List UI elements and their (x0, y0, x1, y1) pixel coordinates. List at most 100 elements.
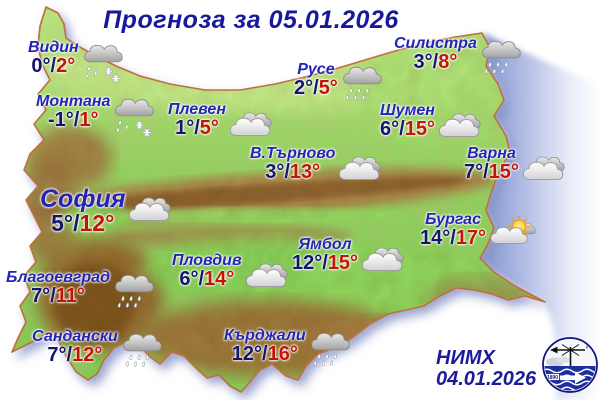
temp-separator: / (73, 210, 80, 236)
forecast-title: Прогноза за 05.01.2026 (103, 6, 399, 34)
wind-vane-icon (556, 344, 585, 366)
logo-flow-arrow (554, 372, 586, 384)
agency-name: НИМХ (436, 347, 495, 369)
high-temp: 5° (318, 77, 338, 99)
city-name: Кърджали (224, 327, 306, 344)
low-temp: 1° (175, 117, 195, 139)
temp-separator: / (483, 161, 489, 183)
cloud-rain-icon (479, 36, 525, 84)
city-name: Силистра (394, 35, 477, 52)
cloud-rain-icon (120, 329, 166, 377)
logo-founding-year: 1890 (547, 375, 558, 381)
city-temperatures: 0°/2° (31, 56, 75, 76)
cloud-icon (244, 260, 290, 293)
cloud-icon (127, 194, 173, 227)
high-temp: 1° (79, 109, 99, 131)
temp-separator: / (50, 285, 56, 307)
low-temp: 12° (231, 343, 263, 365)
city-name: София (40, 185, 126, 213)
city-temperatures: 3°/13° (265, 162, 320, 182)
high-temp: 8° (438, 51, 458, 73)
temp-separator: / (450, 227, 456, 249)
city-temperatures: 7°/11° (31, 286, 85, 306)
city-name: Пловдив (172, 252, 242, 269)
city-label: Русе 2°/5° (294, 62, 386, 110)
nimh-logo: 1890 N (542, 337, 598, 393)
city-temperatures: 1°/5° (175, 118, 219, 138)
city-name: Сандански (32, 328, 118, 345)
city-temperatures: 2°/5° (294, 78, 338, 98)
city-label: Видин 0°/2° (28, 40, 127, 88)
city-label: Бургас 14°/17° (420, 212, 538, 253)
high-temp: 13° (289, 161, 321, 183)
high-temp: 15° (404, 118, 435, 140)
city-label: Кърджали 12°/16° (224, 328, 354, 376)
high-temp: 15° (327, 252, 359, 274)
cloud-icon (437, 110, 483, 143)
low-temp: 7° (31, 285, 51, 307)
cloud-rain-icon (340, 62, 386, 110)
low-temp: 7° (47, 344, 67, 366)
city-temperatures: 7°/15° (464, 162, 519, 182)
temp-separator: / (50, 55, 57, 77)
low-temp: 0° (31, 55, 51, 77)
high-temp: 12° (79, 210, 115, 236)
city-name: Ямбол (298, 236, 352, 253)
issue-date: 04.01.2026 (436, 367, 537, 390)
low-temp: 6° (380, 118, 400, 140)
city-label: Сандански 7°/12° (32, 329, 166, 377)
low-temp: 14° (420, 227, 451, 249)
temp-separator: / (262, 343, 268, 365)
cloud-rain-icon (308, 328, 354, 376)
cloud-rain-snow-icon (81, 40, 127, 88)
high-temp: 17° (455, 227, 487, 249)
cloud-rain-snow-icon (112, 94, 158, 142)
temp-separator: / (66, 344, 73, 366)
low-temp: 12° (292, 252, 323, 274)
sun-cloud-icon (488, 215, 538, 253)
cloud-icon (521, 153, 567, 186)
high-temp: 5° (199, 117, 219, 139)
low-temp: -1° (47, 109, 74, 131)
low-temp: 6° (179, 268, 199, 290)
city-label: Пловдив 6°/14° (172, 253, 290, 293)
city-label: Варна 7°/15° (464, 146, 567, 186)
temp-separator: / (322, 252, 328, 274)
low-temp: 3° (265, 161, 285, 183)
city-name: Видин (28, 39, 79, 56)
city-label: София 5°/12° (40, 187, 173, 235)
credit-block: НИМХ 04.01.2026 (436, 348, 536, 389)
city-label: Благоевград 7°/11° (6, 270, 158, 318)
low-temp: 7° (464, 161, 484, 183)
city-temperatures: 14°/17° (420, 228, 486, 248)
temp-separator: / (194, 117, 200, 139)
cloud-icon (360, 244, 406, 277)
temp-separator: / (198, 268, 205, 290)
high-temp: 14° (204, 268, 235, 290)
city-name: В.Търново (250, 145, 336, 162)
city-temperatures: 7°/12° (47, 345, 102, 365)
high-temp: 15° (488, 161, 519, 183)
city-label: В.Търново 3°/13° (250, 146, 383, 186)
city-label: Плевен 1°/5° (168, 102, 274, 142)
city-name: Бургас (425, 211, 481, 228)
high-temp: 12° (72, 344, 103, 366)
temp-separator: / (432, 51, 439, 73)
city-temperatures: 12°/15° (292, 253, 358, 273)
cloud-icon (228, 109, 274, 142)
city-label: Силистра 3°/8° (394, 36, 525, 84)
city-temperatures: 12°/16° (232, 344, 298, 364)
temp-separator: / (313, 77, 319, 99)
high-temp: 11° (55, 285, 85, 307)
high-temp: 16° (267, 343, 298, 365)
low-temp: 3° (413, 51, 433, 73)
temp-separator: / (284, 161, 290, 183)
city-label: Ямбол 12°/15° (292, 237, 406, 277)
low-temp: 2° (294, 77, 314, 99)
black-sea (480, 33, 600, 400)
city-name: Плевен (168, 101, 226, 118)
city-label: Шумен 6°/15° (380, 103, 483, 143)
city-temperatures: 6°/14° (179, 269, 234, 289)
